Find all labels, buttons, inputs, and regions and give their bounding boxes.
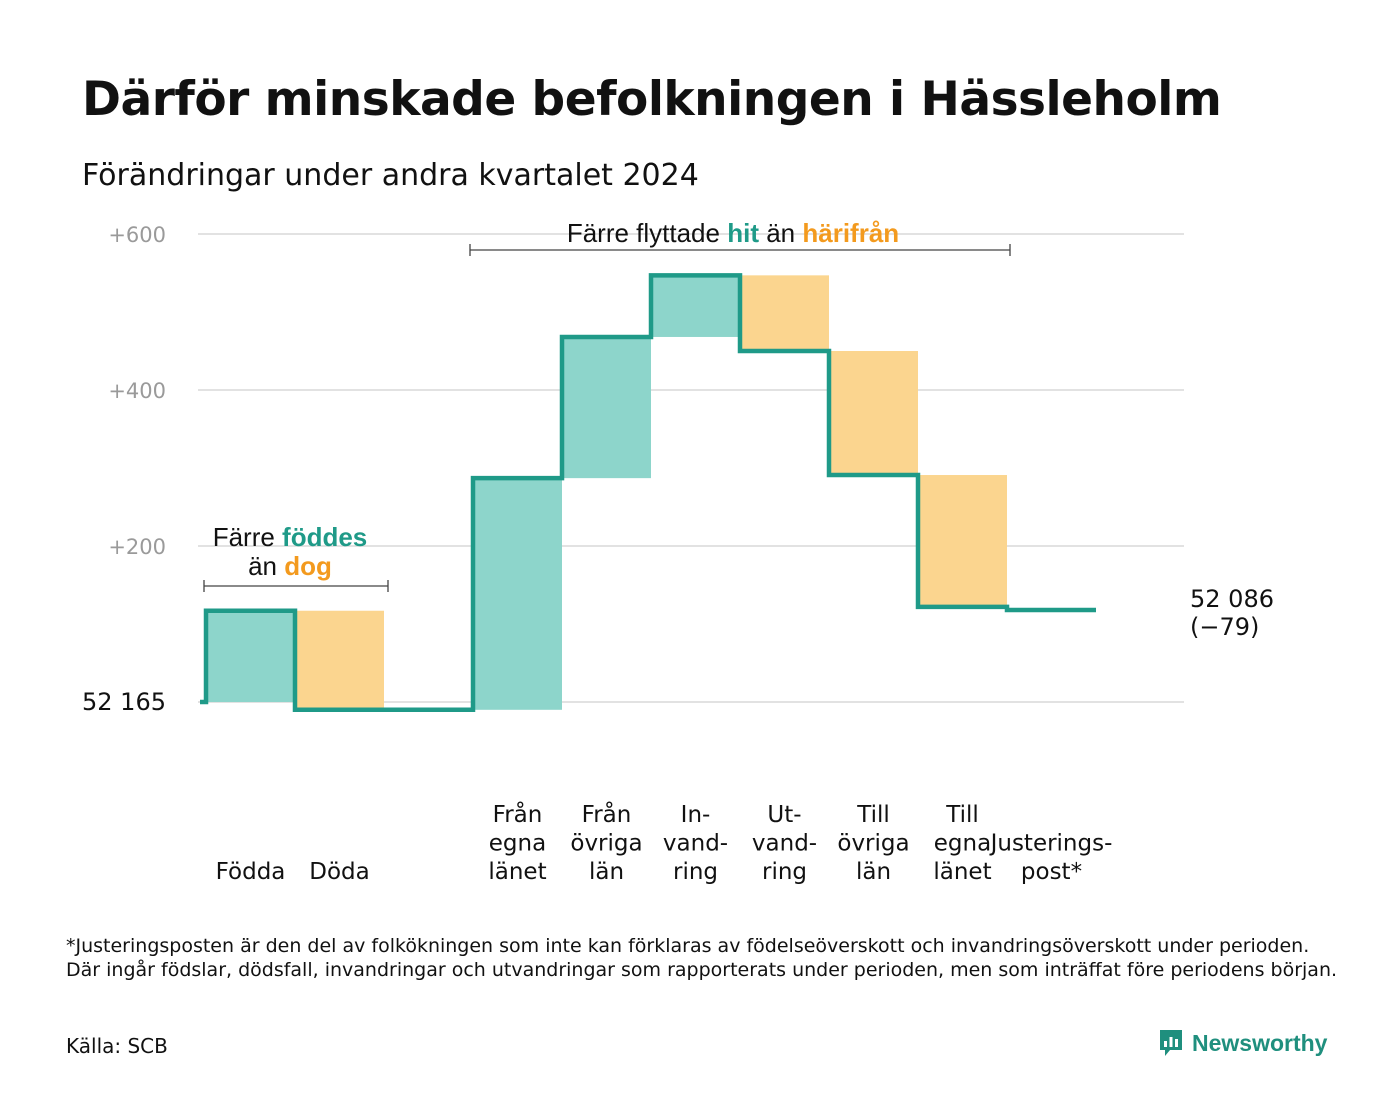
category-label: Justerings- xyxy=(989,831,1113,857)
migration-bracket xyxy=(469,244,1011,256)
end-value-label: 52 086 xyxy=(1190,585,1274,613)
category-label: Till xyxy=(856,802,890,828)
birth-annotation-line2: än dog xyxy=(248,551,332,581)
category-label: län xyxy=(589,859,624,885)
waterfall-bar xyxy=(295,610,384,710)
chart-subtitle: Förändringar under andra kvartalet 2024 xyxy=(82,158,699,193)
category-label: egna xyxy=(489,831,546,857)
source-label: Källa: SCB xyxy=(66,1034,168,1058)
waterfall-bar xyxy=(473,478,562,710)
category-label: övriga xyxy=(570,831,642,857)
waterfall-bar xyxy=(562,336,651,479)
brand-name: Newsworthy xyxy=(1192,1029,1328,1056)
chart-title: Därför minskade befolkningen i Hässlehol… xyxy=(82,72,1222,127)
category-label: vand- xyxy=(752,831,817,857)
bars xyxy=(206,275,1007,710)
newsworthy-logo: Newsworthy xyxy=(1158,1028,1327,1058)
category-label: län xyxy=(856,859,891,885)
category-label: Från xyxy=(493,800,543,828)
category-label: ring xyxy=(673,859,718,885)
category-label: Till xyxy=(945,802,979,828)
migration-annotation-text: Färre flyttade hit än härifrån xyxy=(567,218,899,248)
category-label: egna xyxy=(934,831,991,857)
y-tick-label: +200 xyxy=(108,535,166,559)
category-label: vand- xyxy=(663,831,728,857)
category-label: Ut- xyxy=(767,802,801,828)
death-highlight: dog xyxy=(284,551,332,581)
waterfall-bar xyxy=(740,275,829,351)
category-label: Från xyxy=(582,800,632,828)
migration-annotation: Färre flyttade hit än härifrån xyxy=(469,218,1011,256)
birth-annotation: Färre föddes än dog xyxy=(203,522,389,592)
birth-bracket xyxy=(203,580,389,592)
start-value-label: 52 165 xyxy=(82,688,166,716)
waterfall-bar xyxy=(829,351,918,476)
category-label: Födda xyxy=(216,859,286,885)
birth-highlight: föddes xyxy=(282,522,367,552)
hit-highlight: hit xyxy=(727,218,759,248)
step-line xyxy=(200,273,1096,713)
category-label: länet xyxy=(933,859,991,885)
waterfall-bar xyxy=(206,610,295,702)
category-label: ring xyxy=(762,859,807,885)
category-label: post* xyxy=(1021,859,1082,885)
category-label: länet xyxy=(488,859,546,885)
newsworthy-icon xyxy=(1160,1030,1182,1056)
waterfall-bar xyxy=(918,475,1007,607)
waterfall-bar xyxy=(651,275,740,337)
footnote: *Justeringsposten är den del av folkökni… xyxy=(66,935,1338,981)
category-label: övriga xyxy=(837,831,909,857)
birth-annotation-line1: Färre föddes xyxy=(213,522,368,552)
y-tick-label: +600 xyxy=(108,223,166,247)
cumulative-step-line xyxy=(200,273,1096,713)
y-tick-label: +400 xyxy=(108,379,166,403)
category-label: In- xyxy=(681,802,711,828)
harifran-highlight: härifrån xyxy=(802,218,899,248)
category-label: Döda xyxy=(309,859,369,885)
end-change-label: (−79) xyxy=(1190,613,1259,641)
